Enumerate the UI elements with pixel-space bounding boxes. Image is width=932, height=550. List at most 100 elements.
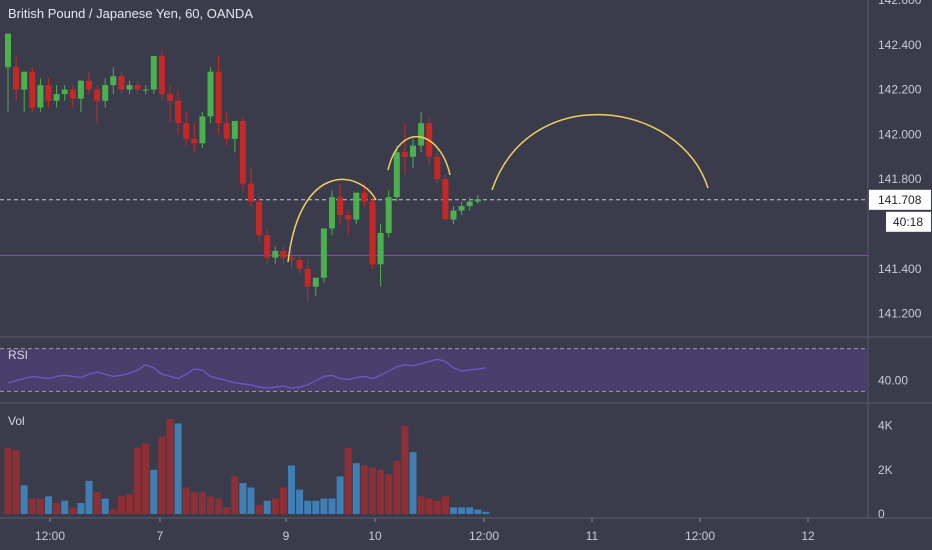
candle-body: [337, 197, 343, 215]
volume-tick-label: 4K: [878, 419, 893, 433]
candle-body: [467, 202, 473, 206]
volume-bar: [37, 499, 44, 514]
volume-bar: [320, 499, 327, 514]
candle-body: [46, 85, 52, 101]
candle-body: [256, 202, 262, 236]
candle-body: [264, 235, 270, 257]
price-tick-label: 142.200: [878, 83, 922, 97]
rsi-label: RSI: [8, 348, 28, 362]
candle-body: [37, 85, 43, 107]
volume-bar: [385, 474, 392, 514]
candle-body: [272, 251, 278, 258]
volume-bar: [248, 488, 255, 515]
volume-bar: [118, 496, 125, 514]
x-tick-label: 12:00: [469, 529, 499, 543]
candle-body: [394, 152, 400, 197]
candle-body: [5, 34, 11, 68]
volume-bar: [77, 503, 84, 514]
x-tick-label: 12:00: [35, 529, 65, 543]
volume-bar: [142, 443, 149, 514]
price-badge-text: 141.708: [878, 193, 922, 207]
x-tick-label: 12: [801, 529, 815, 543]
volume-bar: [434, 501, 441, 514]
candle-body: [459, 206, 465, 210]
candle-body: [208, 72, 214, 117]
candle-body: [94, 90, 100, 101]
volume-bar: [199, 492, 206, 514]
volume-bar: [29, 499, 36, 514]
candle-body: [240, 121, 246, 184]
candle-body: [280, 251, 286, 258]
volume-bar: [191, 492, 198, 514]
candle-body: [475, 199, 481, 201]
volume-bar: [353, 463, 360, 514]
rsi-band: [0, 349, 868, 392]
candle-body: [216, 72, 222, 124]
candle-body: [54, 94, 60, 101]
volume-bar: [102, 499, 109, 514]
candle-body: [102, 85, 108, 101]
volume-bar: [401, 426, 408, 514]
price-tick-label: 141.400: [878, 262, 922, 276]
price-tick-label: 141.200: [878, 307, 922, 321]
volume-bar: [393, 461, 400, 514]
volume-bar: [61, 501, 68, 514]
volume-bar: [312, 501, 319, 514]
volume-bar: [239, 483, 246, 514]
volume-bar: [442, 496, 449, 514]
candle-body: [29, 72, 35, 108]
volume-bar: [466, 507, 473, 514]
volume-bar: [207, 496, 214, 514]
price-tick-label: 141.800: [878, 172, 922, 186]
candle-body: [175, 101, 181, 123]
candle-body: [21, 72, 27, 90]
candle-body: [402, 152, 408, 156]
chart-title: British Pound / Japanese Yen, 60, OANDA: [8, 6, 253, 21]
volume-bar: [69, 507, 76, 514]
volume-tick-label: 0: [878, 507, 885, 521]
volume-tick-label: 2K: [878, 463, 893, 477]
volume-bar: [272, 499, 279, 514]
volume-bar: [45, 496, 52, 514]
candle-body: [386, 197, 392, 233]
volume-bar: [126, 494, 133, 514]
volume-bar: [458, 507, 465, 514]
candle-body: [232, 121, 238, 139]
volume-bar: [369, 468, 376, 514]
drawing-arc: [492, 115, 708, 190]
candle-body: [248, 184, 254, 202]
candle-body: [434, 157, 440, 179]
candle-body: [191, 139, 197, 143]
candle-body: [361, 193, 367, 202]
candle-body: [289, 258, 295, 260]
volume-bar: [329, 499, 336, 514]
candle-body: [167, 94, 173, 101]
volume-bar: [304, 501, 311, 514]
volume-bar: [418, 496, 425, 514]
candle-body: [370, 202, 376, 265]
volume-bar: [288, 465, 295, 514]
candle-body: [62, 90, 68, 94]
candle-body: [110, 76, 116, 85]
candle-body: [135, 85, 141, 89]
volume-bar: [450, 507, 457, 514]
volume-bar: [264, 501, 271, 514]
volume-bar: [482, 512, 489, 514]
volume-bar: [474, 510, 481, 514]
candle-body: [13, 67, 19, 89]
x-tick-label: 9: [283, 529, 290, 543]
candle-body: [127, 85, 133, 89]
candle-body: [418, 123, 424, 145]
volume-bar: [296, 490, 303, 514]
x-tick-label: 11: [586, 529, 599, 543]
price-tick-label: 142.400: [878, 38, 922, 52]
volume-bar: [377, 470, 384, 514]
candle-body: [70, 90, 76, 99]
volume-bar: [175, 423, 182, 514]
x-tick-label: 12:00: [685, 529, 715, 543]
volume-bar: [215, 499, 222, 514]
candle-body: [442, 179, 448, 219]
volume-bar: [426, 499, 433, 514]
candle-body: [410, 146, 416, 157]
x-tick-label: 7: [157, 529, 164, 543]
